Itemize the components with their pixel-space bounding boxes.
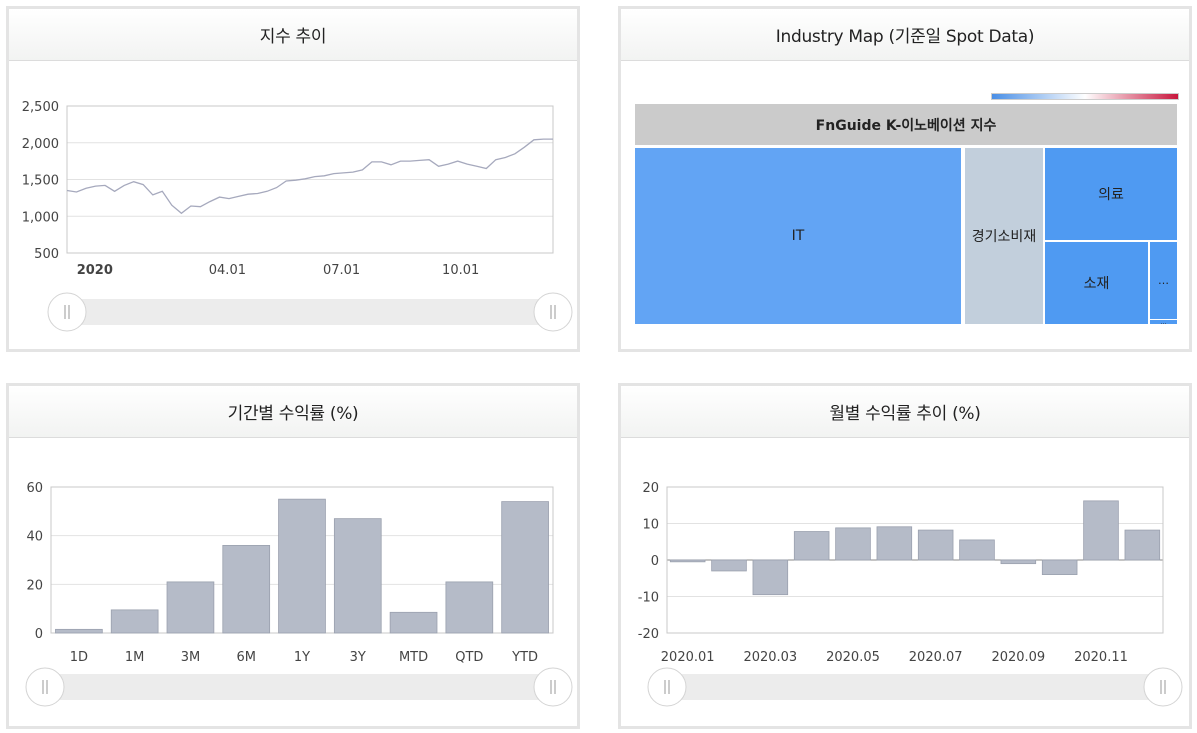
range-slider-right-handle[interactable] (533, 667, 573, 707)
bar[interactable] (222, 545, 271, 634)
index-trend-panel: 지수 추이 2,500 2,000 1,500 1,000 500 2020 04.01 07… (6, 6, 580, 352)
x-tick-label: 2020.01 (661, 650, 715, 665)
y-tick-label: 40 (26, 530, 43, 545)
bar[interactable] (1124, 529, 1161, 561)
y-tick-label: -20 (638, 627, 659, 642)
bar[interactable] (278, 498, 326, 634)
treemap-cell-healthcare[interactable]: 의료 (1045, 148, 1177, 240)
y-tick-label: 1,000 (22, 210, 59, 225)
plot-frame (666, 486, 1164, 634)
industry-map-panel: Industry Map (기준일 Spot Data) FnGuide K-이… (618, 6, 1192, 352)
x-tick-label: 1Y (294, 650, 310, 665)
range-slider-left-handle[interactable] (47, 292, 87, 332)
x-tick-label: 1M (125, 650, 145, 665)
treemap-colorbar (991, 93, 1179, 100)
treemap-cell-materials[interactable]: 소재 (1045, 242, 1148, 324)
range-slider-left-handle[interactable] (25, 667, 65, 707)
bar[interactable] (959, 539, 995, 561)
x-tick-label: 10.01 (442, 263, 479, 278)
y-tick-label: 0 (651, 554, 659, 569)
x-tick-label: 3Y (350, 650, 366, 665)
y-tick-label: 2,000 (22, 137, 59, 152)
x-tick-label: 2020.03 (743, 650, 797, 665)
bar[interactable] (1000, 559, 1037, 565)
period-return-title: 기간별 수익률 (%) (9, 386, 577, 438)
range-slider-left-handle[interactable] (647, 667, 687, 707)
x-tick-label: MTD (399, 650, 428, 665)
index-line-series (66, 138, 553, 215)
bar[interactable] (917, 529, 954, 561)
x-tick-label: 2020.11 (1074, 650, 1128, 665)
y-tick-label: 20 (642, 481, 659, 496)
x-tick-label: 2020.07 (909, 650, 963, 665)
monthly-return-title: 월별 수익률 추이 (%) (621, 386, 1189, 438)
x-tick-label: 3M (181, 650, 201, 665)
x-tick-label: 6M (236, 650, 256, 665)
treemap-root-label[interactable]: FnGuide K-이노베이션 지수 (635, 104, 1177, 145)
bar[interactable] (793, 531, 830, 561)
bar[interactable] (445, 581, 494, 634)
bar[interactable] (669, 559, 706, 563)
bar[interactable] (835, 527, 871, 561)
bar[interactable] (1041, 559, 1078, 575)
range-slider-track[interactable] (67, 299, 553, 325)
treemap-cell-it[interactable]: IT (635, 148, 961, 324)
x-tick-label: 2020.09 (991, 650, 1045, 665)
bar[interactable] (389, 611, 438, 634)
x-tick-label: 07.01 (323, 263, 360, 278)
x-tick-label: 04.01 (209, 263, 246, 278)
y-tick-label: -10 (638, 591, 659, 606)
y-tick-label: 0 (35, 627, 43, 642)
bar[interactable] (110, 609, 159, 634)
x-tick-label: 2020 (77, 263, 113, 278)
range-slider-track[interactable] (45, 674, 553, 700)
index-trend-chart: 2,500 2,000 1,500 1,000 500 2020 04.01 07.01 10.… (22, 100, 573, 332)
bar[interactable] (333, 518, 382, 634)
index-trend-title: 지수 추이 (9, 9, 577, 61)
y-tick-label: 2,500 (22, 100, 59, 115)
x-tick-label: 2020.05 (826, 650, 880, 665)
treemap-cell-consumer-discretionary[interactable]: 경기소비재 (965, 148, 1043, 324)
y-tick-label: 60 (26, 481, 43, 496)
industry-map-title: Industry Map (기준일 Spot Data) (621, 9, 1189, 61)
x-tick-label: YTD (511, 650, 538, 665)
bar[interactable] (166, 581, 215, 634)
y-tick-label: 1,500 (22, 174, 59, 189)
bar[interactable] (752, 559, 789, 596)
bar[interactable] (876, 526, 913, 561)
range-slider-right-handle[interactable] (533, 292, 573, 332)
treemap-cell-other-2[interactable]: … (1150, 320, 1177, 324)
bar[interactable] (711, 559, 747, 572)
period-return-chart: 60 40 20 0 1D 1M 3M 6M 1Y 3Y MTD QTD YTD (25, 481, 573, 707)
treemap-cell-other-1[interactable]: … (1150, 242, 1177, 319)
y-tick-label: 500 (34, 247, 59, 262)
bar[interactable] (55, 628, 103, 634)
industry-treemap: FnGuide K-이노베이션 지수 IT 경기소비재 의료 소재 … … (621, 62, 1189, 349)
monthly-return-panel: 월별 수익률 추이 (%) 20 10 0 -10 -20 2020.01 2020.03 2… (618, 383, 1192, 729)
range-slider-track[interactable] (667, 674, 1163, 700)
y-tick-label: 10 (642, 518, 659, 533)
period-return-panel: 기간별 수익률 (%) 60 40 20 0 1D 1M 3M 6M 1Y 3Y MTD QTD YTD (6, 383, 580, 729)
x-tick-label: 1D (70, 650, 88, 665)
y-tick-label: 20 (26, 578, 43, 593)
bar[interactable] (1083, 500, 1119, 561)
plot-frame (66, 105, 554, 254)
range-slider-right-handle[interactable] (1143, 667, 1183, 707)
x-tick-label: QTD (455, 650, 483, 665)
bar[interactable] (501, 501, 549, 634)
